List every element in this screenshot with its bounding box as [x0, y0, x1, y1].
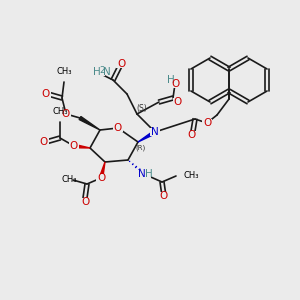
Text: O: O — [42, 89, 50, 99]
Polygon shape — [79, 116, 100, 130]
Text: O: O — [174, 97, 182, 107]
Polygon shape — [74, 144, 90, 148]
FancyBboxPatch shape — [96, 174, 106, 182]
Text: CH₃: CH₃ — [56, 68, 72, 76]
FancyBboxPatch shape — [89, 68, 105, 76]
Polygon shape — [99, 162, 105, 178]
FancyBboxPatch shape — [41, 90, 51, 98]
Text: H: H — [167, 75, 175, 85]
FancyBboxPatch shape — [173, 98, 183, 106]
Polygon shape — [138, 130, 156, 142]
Text: N: N — [138, 169, 146, 179]
Text: O: O — [81, 197, 89, 207]
Text: O: O — [97, 173, 105, 183]
Text: O: O — [117, 59, 125, 69]
Text: O: O — [40, 137, 48, 147]
FancyBboxPatch shape — [202, 119, 212, 127]
Text: N: N — [103, 67, 111, 77]
FancyBboxPatch shape — [113, 124, 123, 132]
Text: 2: 2 — [99, 66, 105, 75]
Text: CH₃: CH₃ — [61, 176, 77, 184]
Text: H: H — [93, 67, 101, 77]
FancyBboxPatch shape — [186, 131, 196, 139]
Text: N: N — [151, 127, 159, 137]
FancyBboxPatch shape — [159, 192, 169, 200]
FancyBboxPatch shape — [61, 110, 71, 118]
Text: CH₃: CH₃ — [184, 172, 200, 181]
FancyBboxPatch shape — [80, 198, 90, 206]
FancyBboxPatch shape — [116, 60, 126, 68]
FancyBboxPatch shape — [170, 80, 180, 88]
Text: (R): (R) — [136, 145, 146, 151]
Text: O: O — [70, 141, 78, 151]
Text: CH₃: CH₃ — [52, 107, 68, 116]
FancyBboxPatch shape — [39, 138, 49, 146]
Text: O: O — [203, 118, 211, 128]
Text: H: H — [145, 169, 153, 179]
FancyBboxPatch shape — [150, 128, 160, 136]
Text: (S): (S) — [136, 103, 147, 112]
FancyBboxPatch shape — [69, 142, 79, 150]
Text: O: O — [160, 191, 168, 201]
Text: O: O — [62, 109, 70, 119]
Text: O: O — [114, 123, 122, 133]
FancyBboxPatch shape — [137, 170, 151, 178]
Text: O: O — [171, 79, 179, 89]
Text: O: O — [187, 130, 195, 140]
